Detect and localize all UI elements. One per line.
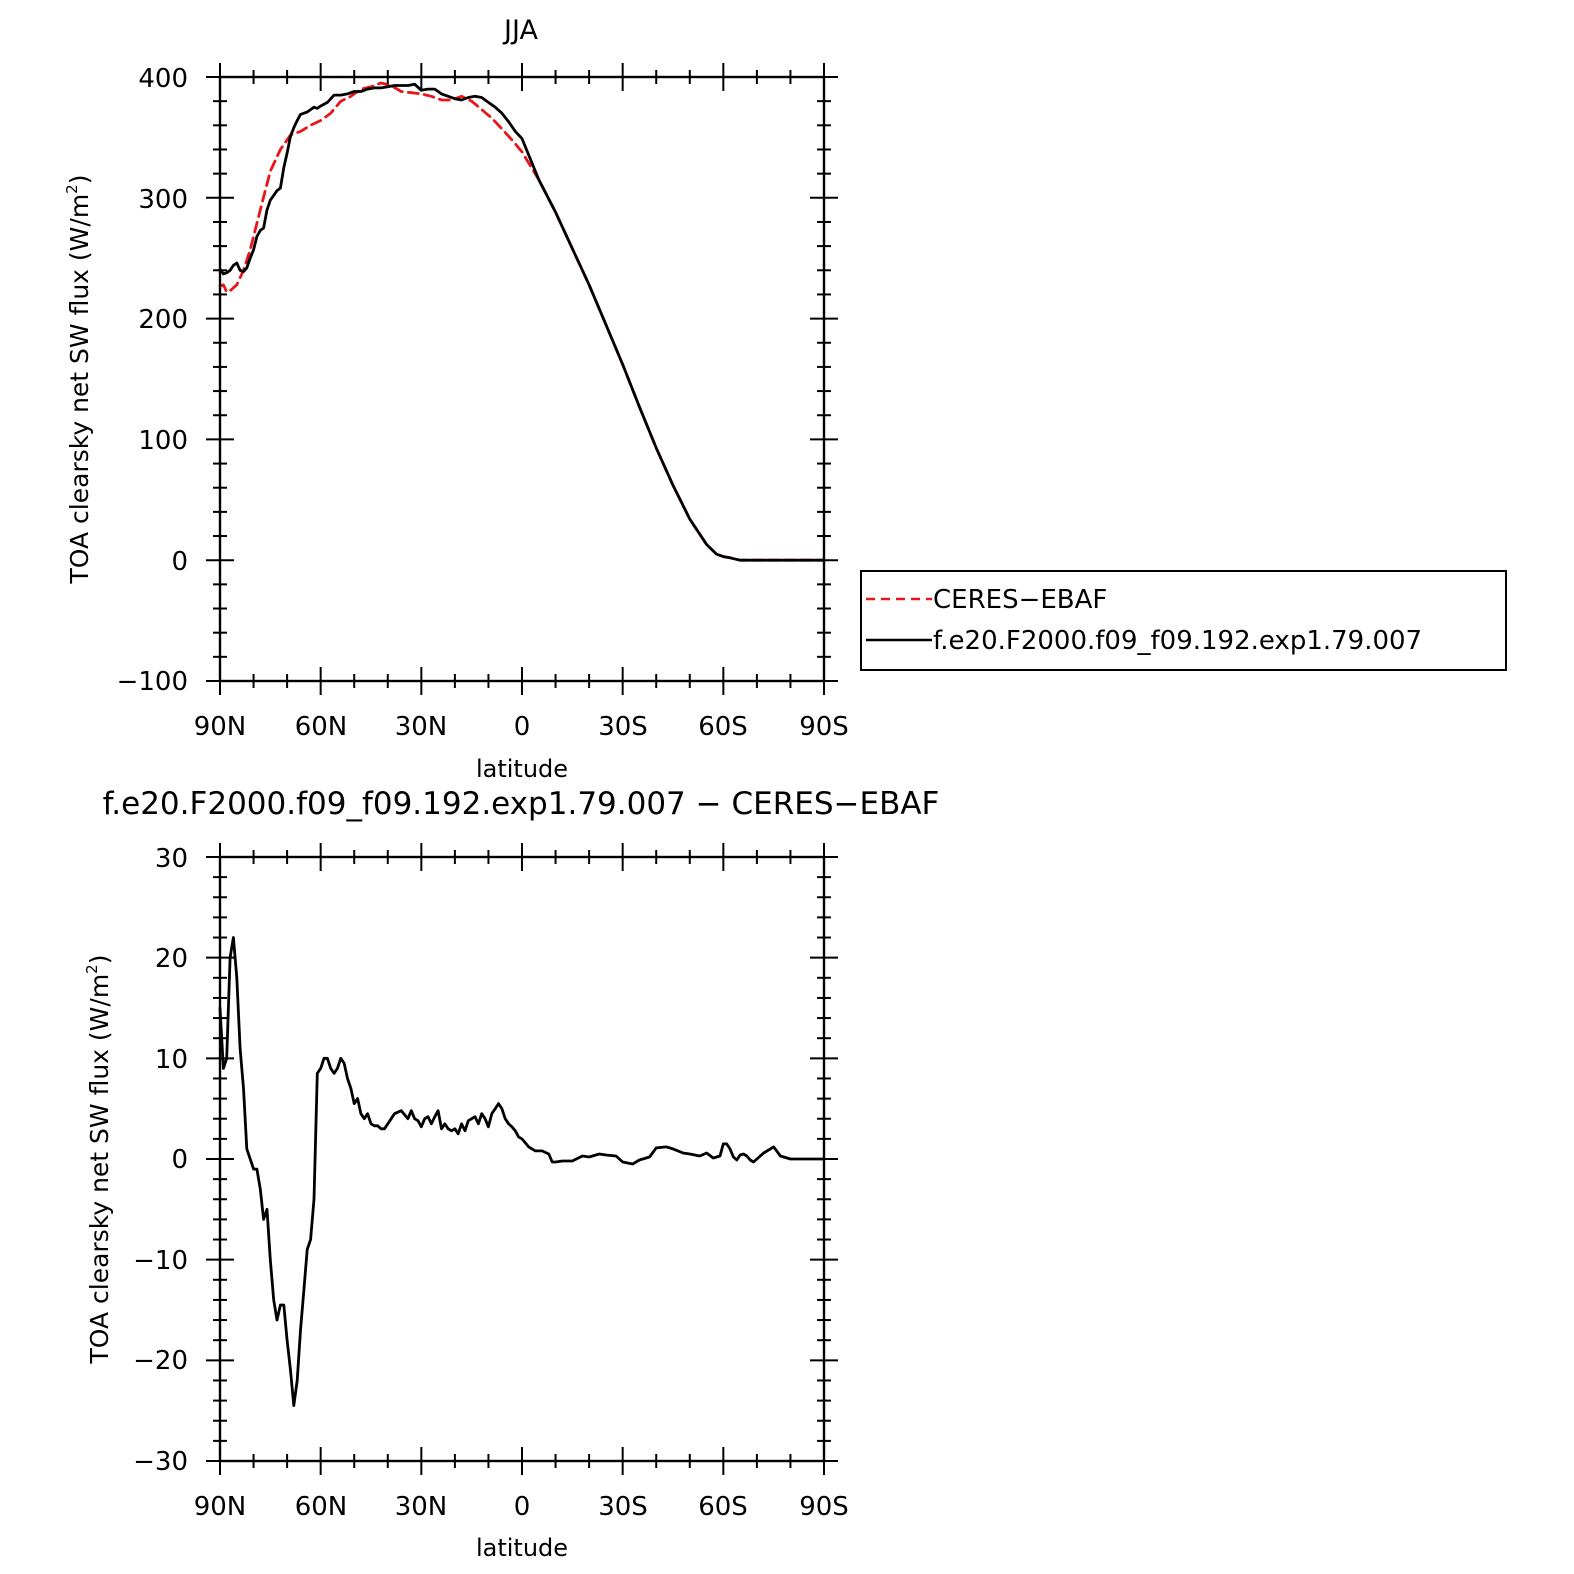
bottom-xtick-label-90n: 90N	[194, 1492, 247, 1522]
bottom-xtick-label-0: 0	[514, 1492, 531, 1522]
bottom-xtick-label-90s: 90S	[799, 1492, 849, 1522]
top-plot-frame	[218, 75, 826, 683]
bottom-ytick-label-20: 20	[155, 944, 188, 974]
bottom-yaxis-label-main: TOA clearsky net SW flux (W/m	[85, 974, 114, 1365]
top-ytick-label-100: 100	[138, 426, 188, 456]
top-ytick-label-300: 300	[138, 185, 188, 215]
legend: CERES−EBAF f.e20.F2000.f09_f09.192.exp1.…	[860, 570, 1507, 671]
top-plot-area	[218, 81, 826, 562]
top-xtick-label-30s: 30S	[598, 712, 648, 742]
bottom-ytick-label-30: 30	[155, 844, 188, 874]
top-yaxis-label: TOA clearsky net SW flux (W/m2)	[63, 175, 94, 585]
bottom-chart-title: f.e20.F2000.f09_f09.192.exp1.79.007 − CE…	[103, 786, 940, 822]
top-series-line-0	[218, 81, 826, 562]
bottom-ticks	[206, 843, 838, 1475]
bottom-xaxis-label: latitude	[476, 1534, 568, 1562]
top-xaxis-label: latitude	[476, 755, 568, 783]
bottom-xtick-label-60n: 60N	[295, 1492, 348, 1522]
top-ticks	[206, 63, 838, 695]
bottom-plot-frame	[218, 855, 826, 1463]
bottom-xtick-label-30s: 30S	[598, 1492, 648, 1522]
bottom-plot-area	[218, 936, 826, 1407]
bottom-ytick-label-neg20: −20	[133, 1346, 188, 1376]
bottom-xtick-label-30n: 30N	[395, 1492, 448, 1522]
legend-label-ceres: CERES−EBAF	[933, 585, 1107, 615]
bottom-xtick-label-60s: 60S	[698, 1492, 748, 1522]
top-ytick-label-0: 0	[171, 547, 188, 577]
top-xtick-label-90n: 90N	[194, 712, 247, 742]
top-ytick-label-400: 400	[138, 64, 188, 94]
top-xtick-label-0: 0	[514, 712, 531, 742]
top-xtick-label-90s: 90S	[799, 712, 849, 742]
top-xtick-label-30n: 30N	[395, 712, 448, 742]
bottom-ytick-label-neg10: −10	[133, 1246, 188, 1276]
top-xtick-label-60n: 60N	[295, 712, 348, 742]
top-chart-title: JJA	[502, 15, 538, 46]
bottom-yaxis-label-sup: 2	[83, 964, 101, 974]
top-xtick-label-60s: 60S	[698, 712, 748, 742]
top-ytick-label-200: 200	[138, 305, 188, 335]
top-yaxis-label-tail: )	[65, 175, 94, 185]
legend-box	[860, 570, 1507, 671]
bottom-series-line-0	[218, 936, 826, 1407]
top-yaxis-label-main: TOA clearsky net SW flux (W/m	[65, 194, 94, 585]
legend-label-model: f.e20.F2000.f09_f09.192.exp1.79.007	[933, 626, 1422, 656]
bottom-panel: f.e20.F2000.f09_f09.192.exp1.79.007 − CE…	[83, 786, 939, 1562]
top-series-line-1	[218, 82, 826, 562]
top-panel: JJA 400 300 200 100 0 −100 90N 60N 30N 0…	[63, 15, 1507, 783]
bottom-yaxis-label-tail: )	[85, 955, 114, 965]
top-ytick-label-neg100: −100	[117, 667, 188, 697]
bottom-ytick-label-0: 0	[171, 1145, 188, 1175]
bottom-ytick-label-neg30: −30	[133, 1447, 188, 1477]
bottom-yaxis-label: TOA clearsky net SW flux (W/m2)	[83, 955, 114, 1365]
bottom-ytick-label-10: 10	[155, 1045, 188, 1075]
top-yaxis-label-sup: 2	[63, 184, 81, 194]
